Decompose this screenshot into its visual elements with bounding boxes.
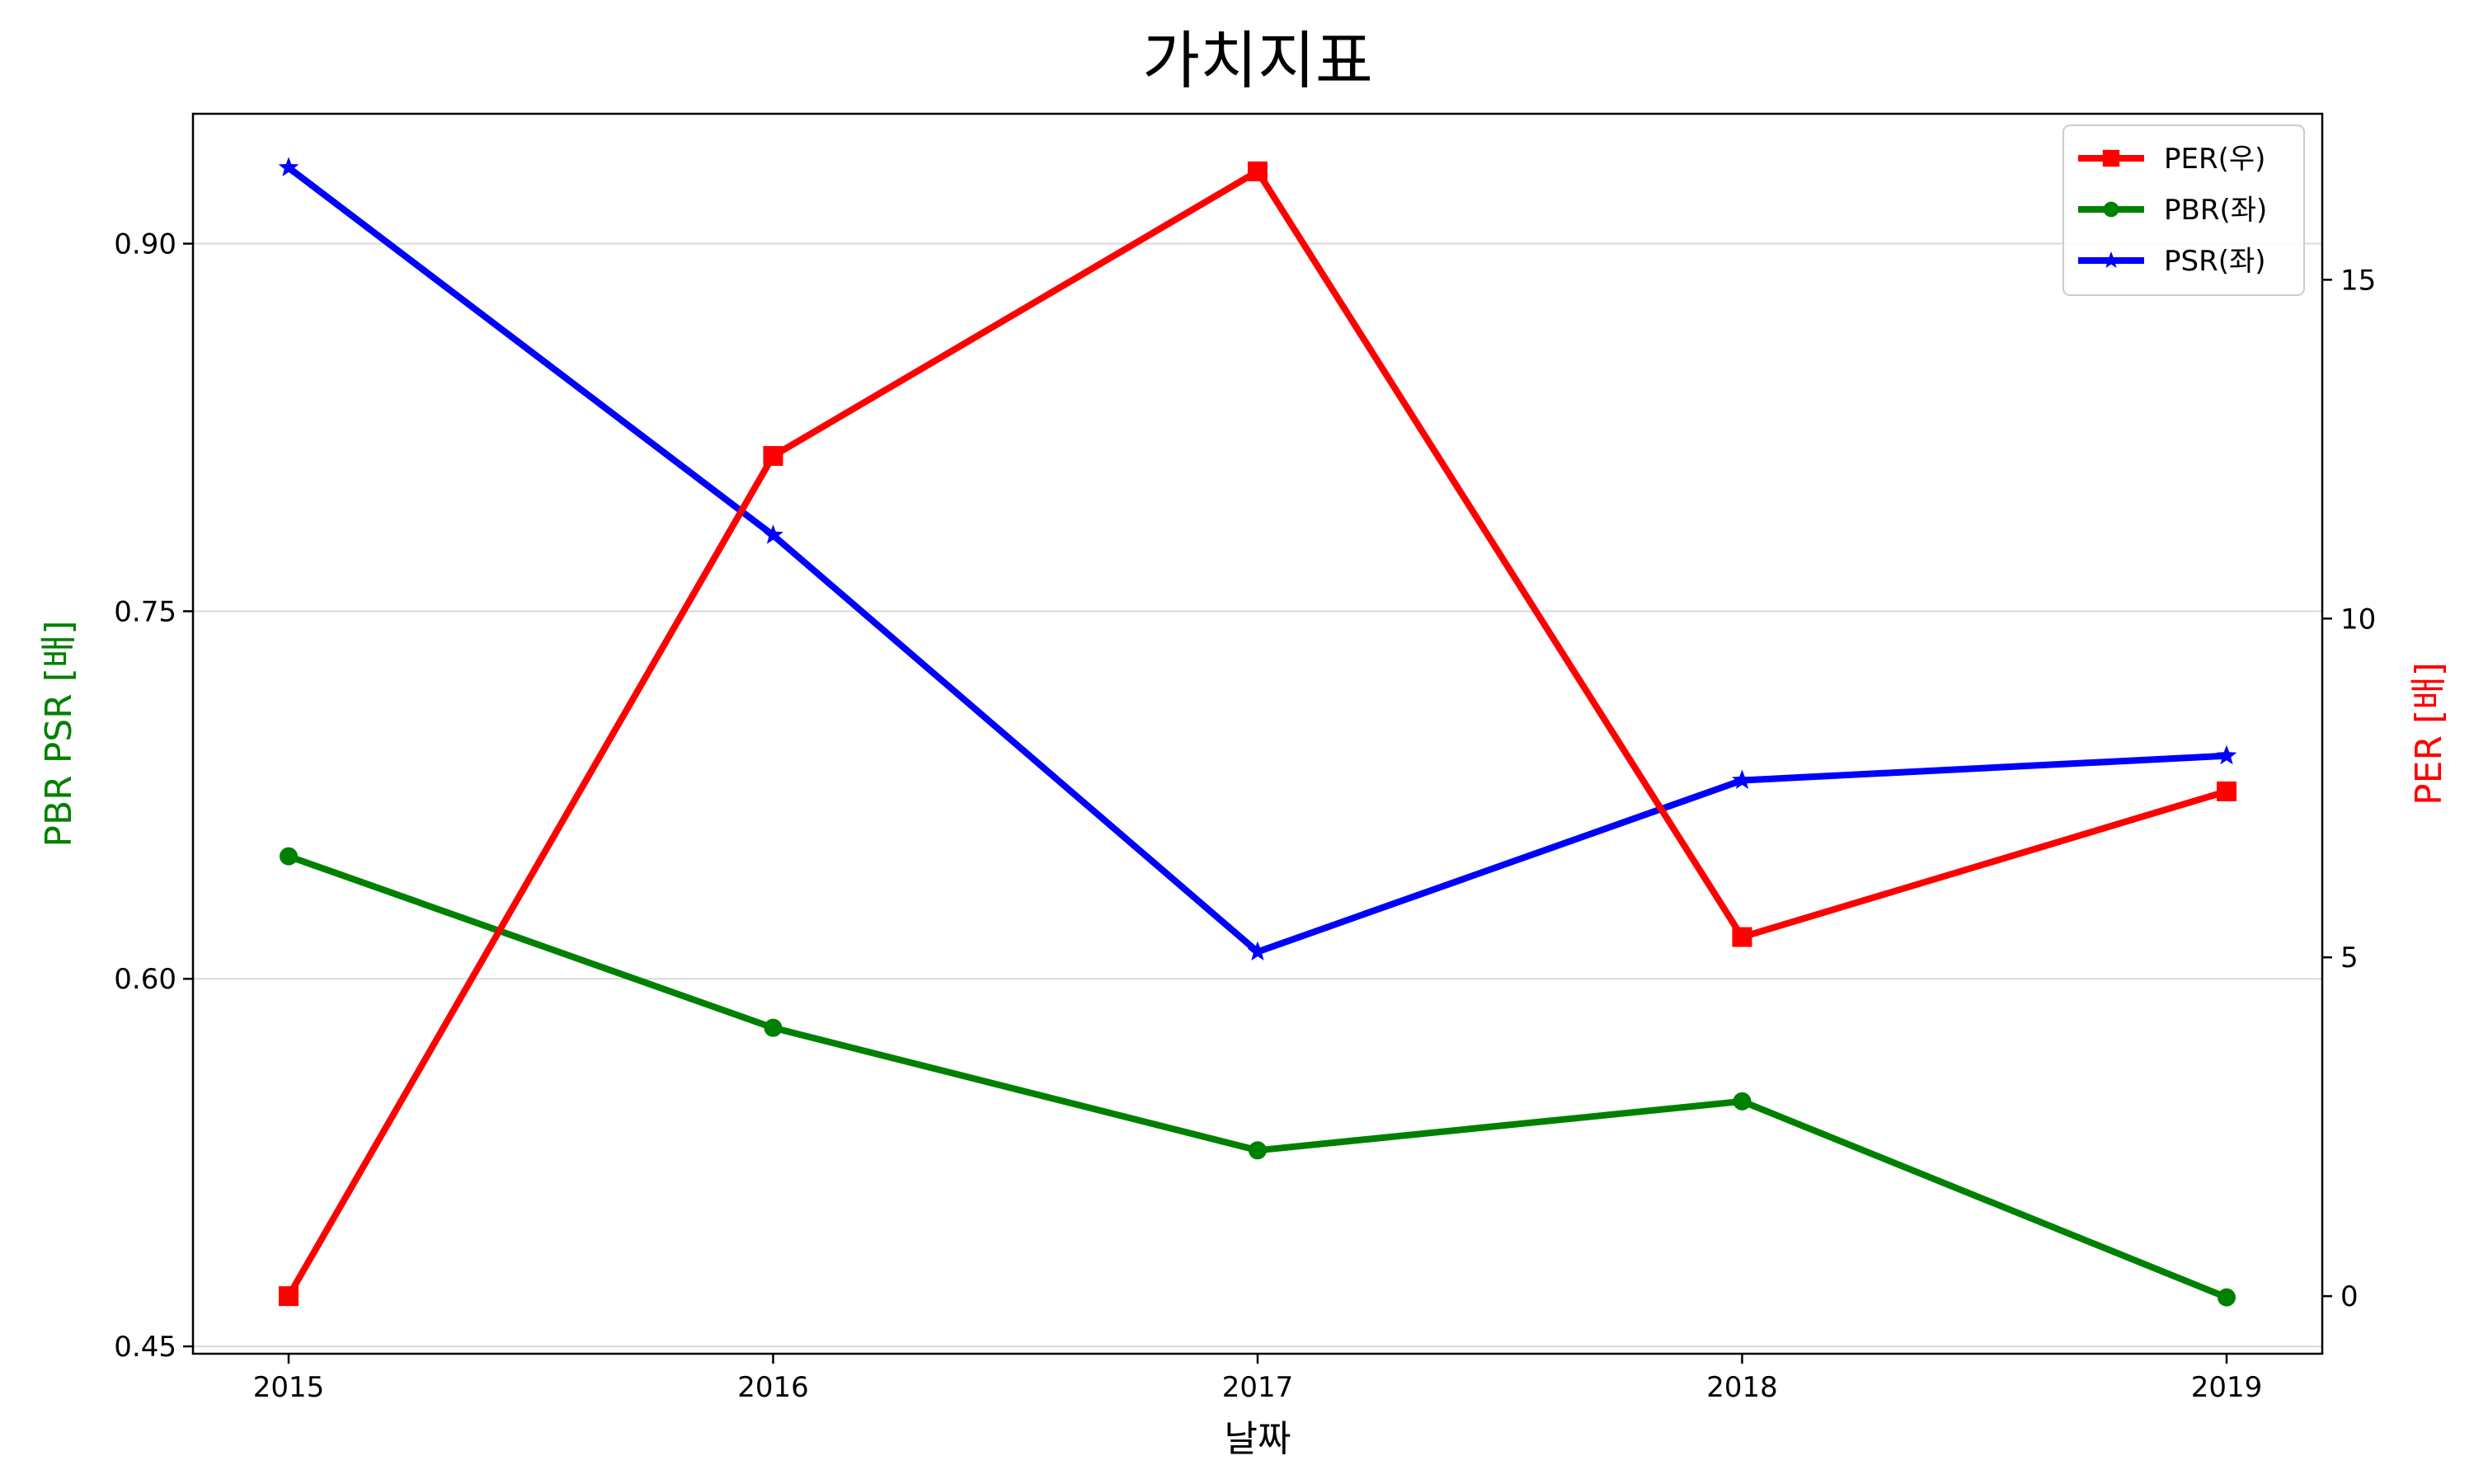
circle-marker <box>1249 1141 1267 1160</box>
x-tick-label: 2015 <box>253 1371 325 1404</box>
square-marker <box>1732 927 1752 947</box>
legend-label: PBR(좌) <box>2164 194 2267 227</box>
star-marker <box>2216 744 2237 765</box>
series-line <box>287 852 2228 1301</box>
legend-entry: PBR(좌) <box>2078 194 2267 227</box>
y-right-tick-label: 5 <box>2340 942 2359 974</box>
circle-marker <box>2103 201 2119 218</box>
legend: PER(우) PBR(좌) PSR(좌) <box>2062 124 2305 296</box>
y-axis-left-title: PBR PSR [배] <box>38 620 80 847</box>
legend-entry: PER(우) <box>2078 143 2265 176</box>
x-tick-label: 2019 <box>2191 1371 2263 1404</box>
gridlines <box>193 242 2322 1348</box>
square-marker <box>2102 149 2120 167</box>
y-axis-right-title: PER [배] <box>2408 662 2450 805</box>
x-axis: 2015 2016 2017 2018 2019 <box>253 1354 2263 1404</box>
star-marker <box>2102 251 2120 268</box>
square-marker <box>763 446 783 467</box>
square-marker <box>279 1286 299 1307</box>
x-tick-label: 2017 <box>1222 1371 1294 1404</box>
series-layer <box>278 157 2237 1307</box>
y-left-tick-label: 0.90 <box>114 228 176 261</box>
y-right-tick-label: 15 <box>2340 264 2376 297</box>
series-PBR(좌) <box>280 847 2236 1307</box>
y-left-tick-label: 0.45 <box>114 1331 176 1364</box>
series-PSR(좌) <box>278 157 2237 961</box>
x-tick-label: 2018 <box>1706 1371 1778 1404</box>
star-marker <box>278 157 299 176</box>
legend-label: PER(우) <box>2164 143 2265 176</box>
x-axis-title: 날짜 <box>1225 1418 1291 1460</box>
series-PER(우) <box>279 161 2236 1307</box>
y-left-tick-label: 0.60 <box>114 963 176 996</box>
y-axis-left: 0.45 0.60 0.75 0.90 <box>114 228 193 1364</box>
legend-entry: PSR(좌) <box>2078 245 2266 278</box>
y-right-tick-label: 0 <box>2340 1280 2359 1313</box>
star-marker <box>763 524 783 544</box>
circle-marker <box>1733 1092 1752 1111</box>
circle-marker <box>280 847 298 866</box>
circle-marker <box>764 1018 783 1037</box>
y-left-tick-label: 0.75 <box>114 595 176 628</box>
y-axis-right: 0 5 10 15 <box>2322 264 2376 1313</box>
star-marker <box>1247 941 1268 961</box>
series-line <box>286 165 2227 956</box>
star-marker <box>1732 769 1752 789</box>
square-marker <box>1248 161 1268 181</box>
legend-label: PSR(좌) <box>2164 245 2266 278</box>
circle-marker <box>2218 1288 2236 1307</box>
x-tick-label: 2016 <box>737 1371 809 1404</box>
legend-box <box>2062 124 2305 296</box>
y-right-tick-label: 10 <box>2340 603 2376 636</box>
series-line <box>285 167 2228 1298</box>
chart-title: 가치지표 <box>1142 24 1373 97</box>
square-marker <box>2217 781 2236 801</box>
plot-frame <box>191 112 2324 1355</box>
